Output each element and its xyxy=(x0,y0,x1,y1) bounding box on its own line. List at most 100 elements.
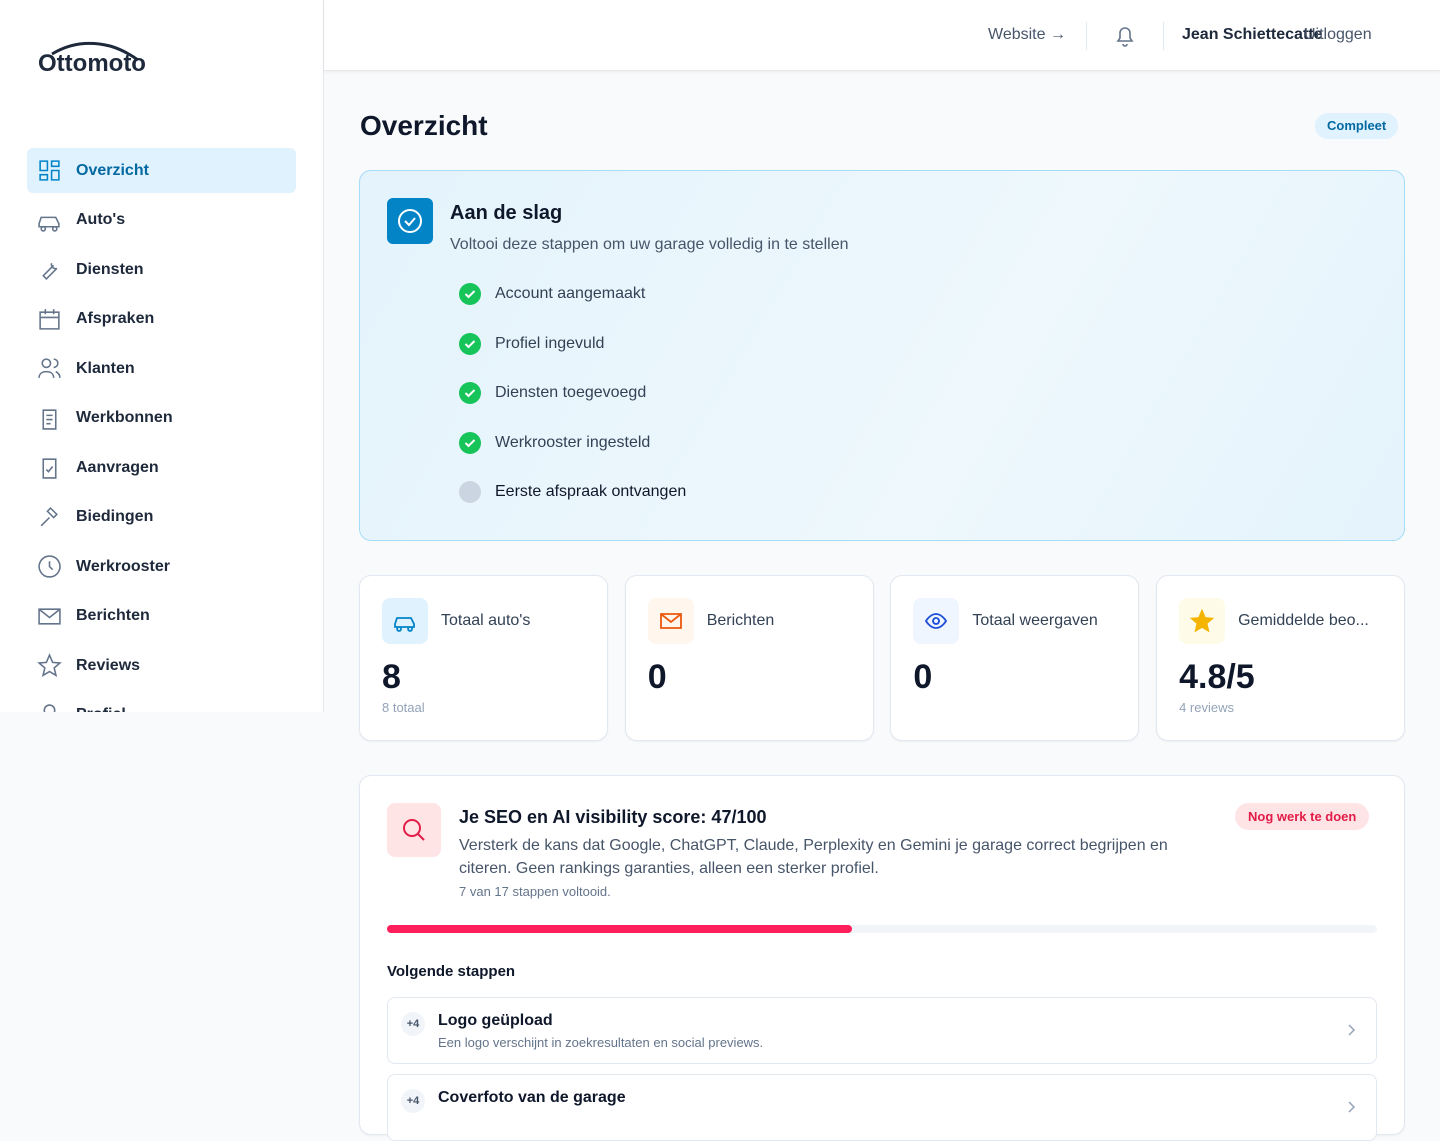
nav-label: Profiel xyxy=(76,706,126,712)
chevron-icon xyxy=(1348,1101,1356,1113)
status-badge: Compleet xyxy=(1315,113,1399,139)
logo[interactable]: Ottomoto xyxy=(38,50,146,77)
seo-title: Je SEO en AI visibility score: 47/100 xyxy=(459,807,767,827)
chevron xyxy=(1346,1023,1358,1042)
step-check-done xyxy=(459,431,481,454)
onboarding-icon xyxy=(387,198,433,244)
nav-label: Werkbonnen xyxy=(76,409,173,426)
nav-item[interactable]: Afspraken xyxy=(27,297,296,342)
stat-icon xyxy=(1179,598,1226,644)
stat-label: Totaal auto's xyxy=(441,612,531,629)
nav-label: Overzicht xyxy=(76,161,149,179)
check-icon xyxy=(464,438,476,447)
chevron-icon xyxy=(1348,1024,1356,1036)
nav-label: Reviews xyxy=(76,656,141,674)
step-check-pending xyxy=(459,481,481,503)
seo-progress-text: 7 van 17 stappen voltooid. xyxy=(459,884,611,899)
progress-bar xyxy=(387,925,853,933)
onboarding-title: Aan de slag xyxy=(450,202,563,224)
nav-item[interactable]: Klanten xyxy=(27,346,296,391)
step-label: Diensten toegevoegd xyxy=(495,384,647,401)
next-step[interactable]: +4 Coverfoto van de garage xyxy=(387,1074,1377,1141)
nav-label: Biedingen xyxy=(76,508,154,525)
seo-badge: Nog werk te doen xyxy=(1235,803,1370,830)
nav-item[interactable]: Profiel xyxy=(27,693,296,712)
progress-track xyxy=(387,925,1377,933)
logo-icon xyxy=(51,41,139,62)
nav-icon xyxy=(43,703,56,712)
nav-icon xyxy=(42,263,58,280)
stat-label: Gemiddelde beo... xyxy=(1238,612,1369,629)
nav-icon xyxy=(38,607,61,625)
bell-icon[interactable] xyxy=(1114,24,1136,48)
next-step[interactable]: +4 Logo geüpload Een logo verschijnt in zo… xyxy=(387,997,1377,1064)
header: Website → Jean Schiettecatte Uitloggen xyxy=(324,0,1440,71)
check-icon xyxy=(464,389,476,398)
points-badge: +4 xyxy=(401,1012,425,1036)
stat-sub: 8 totaal xyxy=(382,700,425,715)
nav-label: Berichten xyxy=(76,607,150,624)
nav-label: Diensten xyxy=(76,260,144,278)
stat-card: Totaal weergaven 0 xyxy=(890,575,1140,741)
next-steps-title: Volgende stappen xyxy=(387,963,516,980)
step-check-done xyxy=(459,382,481,404)
nav-label: Aanvragen xyxy=(76,458,159,476)
nav-item[interactable]: Biedingen xyxy=(27,495,296,540)
stat-sub: 4 reviews xyxy=(1179,700,1235,715)
nav-item[interactable]: Berichten xyxy=(27,594,296,639)
nav-label: Klanten xyxy=(76,359,135,377)
stat-card: Gemiddelde beo... 4.8/5 4 reviews xyxy=(1156,575,1406,741)
step-label: Profiel ingevuld xyxy=(495,334,605,352)
stat-value: 0 xyxy=(913,658,933,696)
divider xyxy=(1163,22,1164,50)
next-step-description: Een logo verschijnt in zoekresultaten en… xyxy=(438,1035,764,1050)
stat-icon xyxy=(913,598,960,644)
check-icon xyxy=(464,339,476,348)
nav-icon xyxy=(42,458,57,479)
stat-icon xyxy=(382,598,428,644)
nav-label: Afspraken xyxy=(76,310,155,327)
onboarding-subtitle: Voltooi deze stappen om uw garage volled… xyxy=(450,236,849,253)
nav-label: Auto's xyxy=(76,211,126,228)
stat-icon xyxy=(647,598,694,644)
nav-icon xyxy=(37,653,62,678)
nav-icon xyxy=(38,358,61,378)
chevron xyxy=(1346,1100,1358,1119)
nav-item[interactable]: Werkrooster xyxy=(27,544,296,589)
nav-icon xyxy=(39,308,60,330)
step-check-done xyxy=(459,283,481,305)
nav-item[interactable]: Reviews xyxy=(27,643,296,688)
nav-item[interactable]: Diensten xyxy=(27,247,296,292)
seo-description: Versterk de kans dat Google, ChatGPT, Cl… xyxy=(459,837,1168,877)
seo-icon xyxy=(387,803,441,857)
seo-card: Je SEO en AI visibility score: 47/100 No… xyxy=(359,775,1405,1141)
check-icon xyxy=(464,290,476,299)
nav-icon xyxy=(39,160,60,181)
next-step-title: Logo geüpload xyxy=(438,1012,553,1029)
stat-value: 0 xyxy=(647,658,667,696)
stat-label: Totaal weergaven xyxy=(972,612,1098,629)
nav-icon xyxy=(38,555,61,578)
step-label: Account aangemaakt xyxy=(495,285,646,302)
stat-value: 8 xyxy=(382,658,401,696)
nav-item[interactable]: Auto's xyxy=(27,198,296,243)
nav-item[interactable]: Werkbonnen xyxy=(27,396,296,441)
nav-icon xyxy=(40,506,58,526)
sidebar: Ottomoto Overzicht Auto's Diensten Afsprake… xyxy=(0,0,324,712)
stat-label: Berichten xyxy=(706,612,775,629)
stat-card: Berichten 0 xyxy=(624,575,874,741)
nav-item[interactable]: Overzicht xyxy=(27,148,296,193)
nav-item[interactable]: Aanvragen xyxy=(27,445,296,490)
stat-value: 4.8/5 xyxy=(1179,658,1255,696)
nav-icon xyxy=(38,216,60,232)
user-name: Jean Schiettecatte xyxy=(1182,26,1323,43)
onboarding-card: Aan de slag Voltooi deze stappen om uw g… xyxy=(359,170,1405,541)
website-link[interactable]: Website → xyxy=(988,26,1066,43)
page-title: Overzicht xyxy=(360,110,488,141)
step-label: Werkrooster ingesteld xyxy=(495,433,651,451)
nav-label: Werkrooster xyxy=(76,557,170,575)
logout[interactable]: Uitloggen xyxy=(1304,26,1372,43)
nav-icon xyxy=(42,408,57,430)
